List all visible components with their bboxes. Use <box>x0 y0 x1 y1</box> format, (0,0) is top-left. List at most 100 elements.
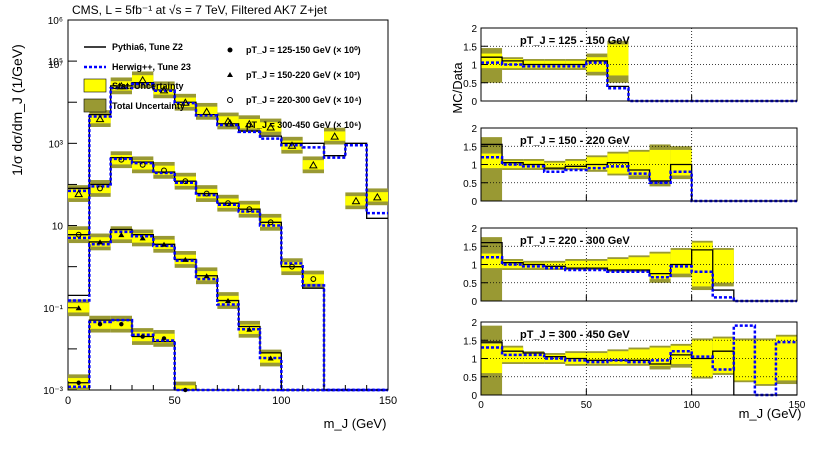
ratio-y-tick-label-1: 0.5 <box>463 279 477 290</box>
stat-band-s3-b0 <box>68 188 90 199</box>
stat-band-s3-b3 <box>132 75 154 85</box>
ratio-stat-band-b13 <box>754 340 776 385</box>
main-y-label: 1/σ dσ/dm_J (1/GeV) <box>9 44 25 176</box>
ratio-panel-2: pT_J = 150 - 220 GeV 0 0.5 1 1.5 2 <box>463 124 798 208</box>
ratio-stat-band-b0 <box>481 343 503 374</box>
ratio-panel-title: pT_J = 300 - 450 GeV <box>520 329 630 341</box>
legend-m2-label: pT_J = 150-220 GeV (× 10²) <box>246 70 360 80</box>
ratio-y-tick-label-4: 2 <box>471 318 477 329</box>
ratio-y-tick-label-2: 1 <box>471 161 477 172</box>
data-point-s1-b1 <box>97 239 103 245</box>
ratio-stat-band-b10 <box>691 242 713 287</box>
ratio-stat-band-b3 <box>544 354 566 363</box>
ratio-y-tick-label-1: 0.5 <box>463 79 477 90</box>
data-point-s3-b10 <box>287 141 297 149</box>
data-point-s2-b4 <box>161 167 167 174</box>
stat-band-s3-b11 <box>302 160 324 170</box>
ratio-stat-band-b6 <box>607 259 629 270</box>
ratio-y-tick-label-3: 1.5 <box>463 142 477 153</box>
main-y-tick-label-2: 10 <box>52 222 64 233</box>
ratio-stat-band-b0 <box>481 253 503 269</box>
ratio-herwig-histogram <box>481 155 797 203</box>
main-y-tick-label-1: 10⁻¹ <box>43 304 63 315</box>
data-point-s0-b3 <box>140 334 145 339</box>
data-point-s2-b6 <box>203 190 210 197</box>
data-point-s1-b3 <box>139 235 146 241</box>
ratio-stat-band-b0 <box>481 153 503 169</box>
main-y-tick-label-6: 10⁶ <box>48 16 63 27</box>
legend-stat-swatch <box>83 78 107 93</box>
data-point-s3-b13 <box>351 196 361 205</box>
ratio-panel-1: pT_J = 125 - 150 GeV 0 0.5 1 1.5 2 <box>463 24 798 108</box>
data-point-s3-b2 <box>116 81 126 90</box>
ratio-y-tick-label-1: 0.5 <box>463 373 477 384</box>
ratio-stat-band-b3 <box>544 262 566 269</box>
ratio-y-tick-label-0: 0 <box>471 391 477 402</box>
ratio-y-tick-label-3: 1.5 <box>463 336 477 347</box>
ratio-stat-band-b0 <box>481 53 503 69</box>
data-point-s2-b7 <box>225 200 231 207</box>
stat-band-s3-b7 <box>217 116 239 126</box>
data-point-s2-b10 <box>289 263 295 270</box>
main-x-tick-label-0: 0 <box>65 395 71 407</box>
legend-pythia-label: Pythia6, Tune Z2 <box>112 42 183 52</box>
data-point-s1-b4 <box>161 241 167 247</box>
stat-band-s0-b5 <box>174 385 196 390</box>
data-point-s0-b1 <box>97 321 103 327</box>
data-point-s0-b5 <box>183 387 188 393</box>
ratio-stat-band-b11 <box>712 338 734 374</box>
ratio-total-band-b0 <box>481 237 503 301</box>
ratio-x-tick-label-1: 50 <box>581 400 593 411</box>
ratio-stat-band-b1 <box>502 160 524 169</box>
data-point-s3-b12 <box>330 132 340 140</box>
data-point-s1-b8 <box>246 326 253 332</box>
ratio-pythia-histogram <box>481 241 797 302</box>
ratio-stat-band-b12 <box>733 340 755 381</box>
ratio-y-tick-label-4: 2 <box>471 124 477 135</box>
data-point-s2-b0 <box>75 231 82 238</box>
data-point-s3-b1 <box>95 114 105 123</box>
ratio-stat-band-b11 <box>712 249 734 283</box>
data-point-s0-b0 <box>76 380 81 385</box>
ratio-stat-band-b5 <box>586 157 608 170</box>
data-point-s3-b6 <box>202 107 212 115</box>
stat-band-s3-b13 <box>345 196 367 206</box>
main-x-tick-label-2: 100 <box>272 395 290 407</box>
stat-band-s3-b6 <box>196 106 218 117</box>
ratio-panel-title: pT_J = 150 - 220 GeV <box>520 135 630 147</box>
ratio-herwig-histogram <box>481 255 797 303</box>
ratio-y-tick-label-2: 1 <box>471 355 477 366</box>
ratio-y-tick-label-3: 1.5 <box>463 42 477 53</box>
data-point-s1-b9 <box>267 355 274 361</box>
ratio-x-tick-label-0: 0 <box>478 400 484 411</box>
ratio-y-tick-label-2: 1 <box>471 61 477 72</box>
ratio-y-tick-label-4: 2 <box>471 24 477 35</box>
ratio-stat-band-b8 <box>649 253 671 280</box>
ratio-stat-band-b7 <box>628 151 650 176</box>
data-point-s2-b9 <box>267 219 274 226</box>
ratio-y-tick-label-2: 1 <box>471 261 477 272</box>
herwig-histogram-s3 <box>68 82 388 215</box>
main-y-tick-label-5: 10⁷ <box>48 60 63 71</box>
data-point-s2-b8 <box>246 206 253 213</box>
legend-marker-triangle-filled <box>227 72 233 77</box>
ratio-x-label: m_J (GeV) <box>739 406 802 421</box>
ratio-stat-band-b8 <box>649 149 671 181</box>
data-point-s2-b1 <box>97 185 103 192</box>
ratio-stat-band-b5 <box>586 353 608 364</box>
ratio-stat-band-b6 <box>607 44 629 76</box>
ratio-total-band-b0 <box>481 137 503 201</box>
data-point-s3-b4 <box>159 85 169 94</box>
data-point-s1-b5 <box>182 256 189 262</box>
data-point-s0-b2 <box>119 321 124 327</box>
ratio-y-tick-label-3: 1.5 <box>463 242 477 253</box>
ratio-herwig-histogram <box>481 324 797 397</box>
ratio-stat-band-b3 <box>544 162 566 169</box>
main-title: CMS, L = 5fb⁻¹ at √s = 7 TeV, Filtered A… <box>72 3 328 17</box>
legend-m3-label: pT_J = 220-300 GeV (× 10⁴) <box>246 95 362 105</box>
ratio-stat-band-b6 <box>607 153 629 174</box>
main-y-tick-label-3: 10³ <box>49 139 64 150</box>
